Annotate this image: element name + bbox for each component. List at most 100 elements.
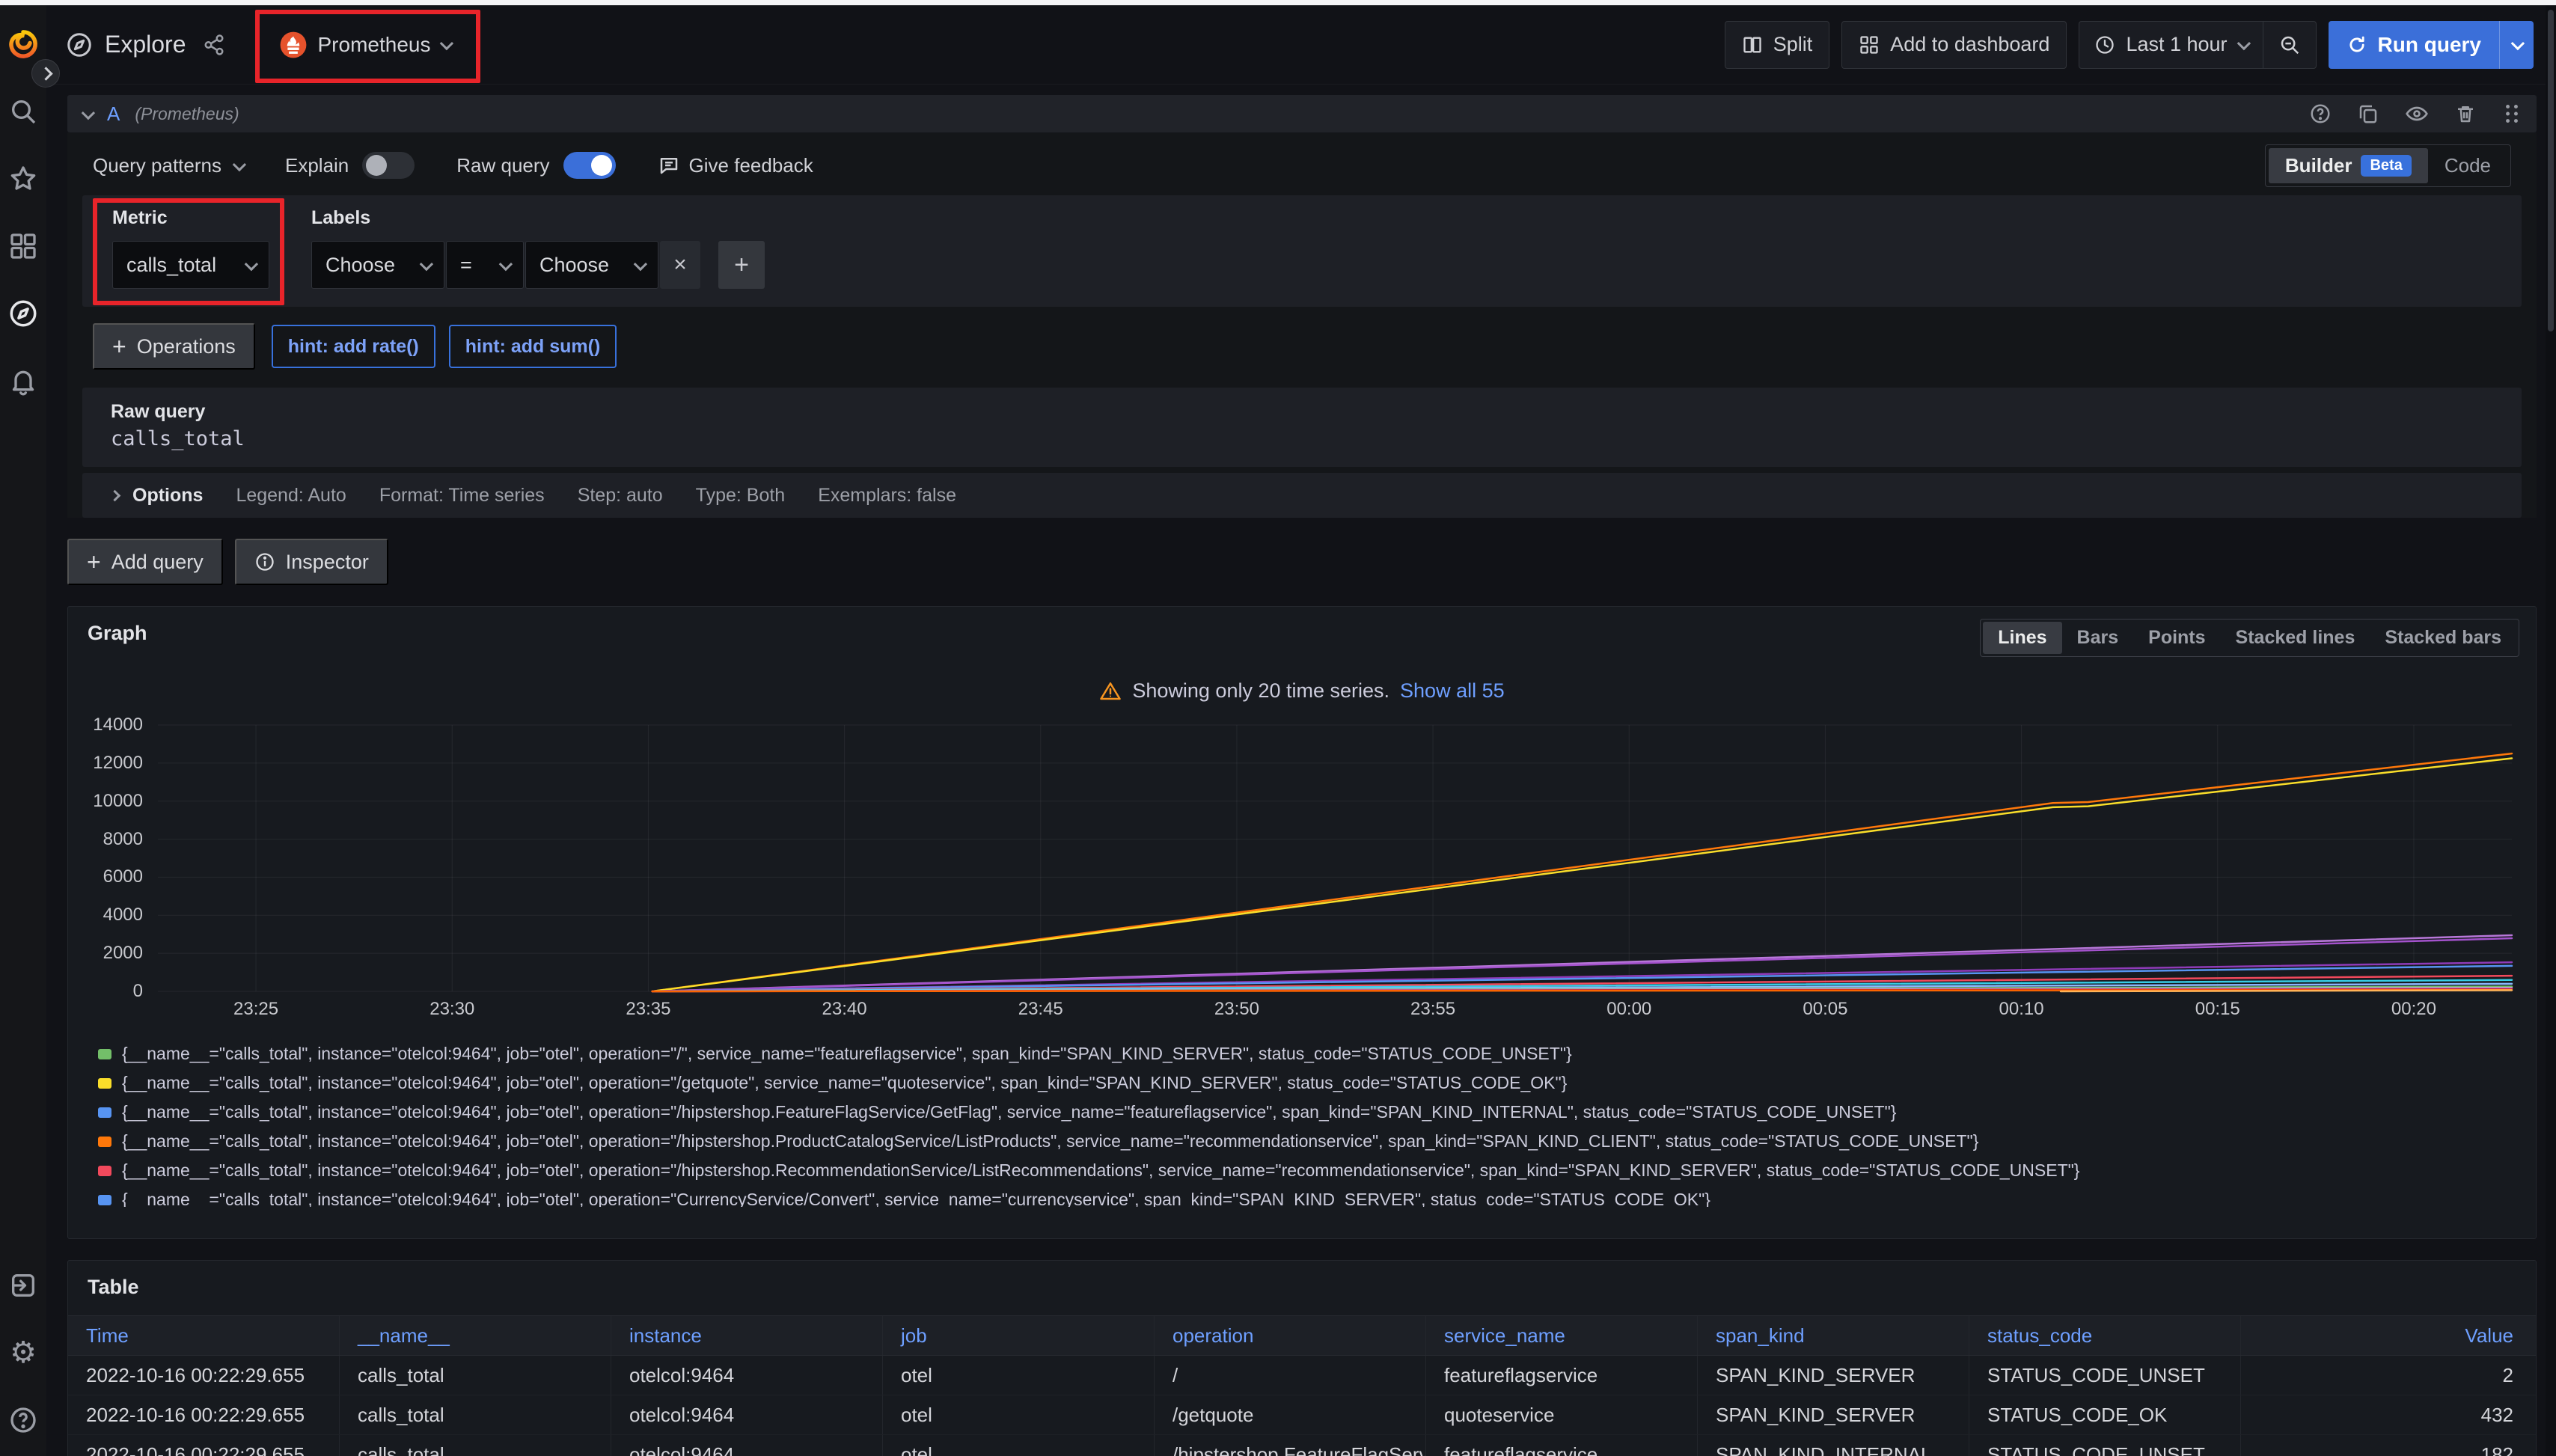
cell-job: otel xyxy=(883,1435,1155,1456)
zoom-out-icon xyxy=(2278,34,2301,56)
builder-tab[interactable]: Builder Beta xyxy=(2269,148,2428,183)
cell-operation: /getquote xyxy=(1155,1395,1426,1434)
table-column-header[interactable]: service_name xyxy=(1426,1316,1698,1355)
legend-item[interactable]: {__name__="calls_total", instance="otelc… xyxy=(98,1190,2516,1207)
settings-gear-icon[interactable]: ⚙ xyxy=(7,1336,40,1369)
add-operation-button[interactable]: + Operations xyxy=(93,323,255,370)
legend-item[interactable]: {__name__="calls_total", instance="otelc… xyxy=(98,1160,2516,1181)
table-column-header[interactable]: status_code xyxy=(1969,1316,2241,1355)
search-icon[interactable] xyxy=(7,95,40,128)
legend-label: {__name__="calls_total", instance="otelc… xyxy=(122,1160,2079,1181)
x-tick-label: 23:45 xyxy=(1018,999,1063,1020)
metric-labels-row: Metric calls_total Labels Choose xyxy=(82,195,2522,307)
disable-query-eye-icon[interactable] xyxy=(2405,102,2429,126)
explore-icon xyxy=(66,31,93,58)
scrollbar-thumb[interactable] xyxy=(2548,10,2554,331)
page-header: Explore Prometheus Split Add to dashboar… xyxy=(46,5,2556,85)
collapse-chevron-icon xyxy=(82,105,95,119)
datasource-name: Prometheus xyxy=(318,33,431,57)
inspector-button[interactable]: Inspector xyxy=(235,539,388,585)
y-tick-label: 8000 xyxy=(103,829,143,850)
page-scrollbar[interactable] xyxy=(2546,5,2556,1456)
query-row-header[interactable]: A (Prometheus) xyxy=(67,95,2537,132)
table-column-header[interactable]: span_kind xyxy=(1698,1316,1969,1355)
drag-handle-icon[interactable] xyxy=(2502,103,2522,125)
add-to-dashboard-button[interactable]: Add to dashboard xyxy=(1841,21,2067,69)
query-hint-button[interactable]: hint: add sum() xyxy=(449,325,617,368)
chevron-down-icon xyxy=(245,257,258,270)
share-icon[interactable] xyxy=(203,34,225,56)
help-icon[interactable] xyxy=(7,1404,40,1437)
legend-item[interactable]: {__name__="calls_total", instance="otelc… xyxy=(98,1073,2516,1093)
series-line-series-pale-orange xyxy=(2061,990,2512,991)
sidebar-expand-button[interactable] xyxy=(31,59,60,88)
query-patterns-button[interactable]: Query patterns xyxy=(93,154,243,177)
table-column-header[interactable]: job xyxy=(883,1316,1155,1355)
chevron-right-icon xyxy=(39,67,52,80)
metric-select[interactable]: calls_total xyxy=(112,241,269,289)
run-query-button[interactable]: Run query xyxy=(2329,21,2499,69)
cell-name: calls_total xyxy=(340,1356,611,1395)
graph-mode[interactable]: Stacked lines xyxy=(2221,622,2370,654)
legend-swatch xyxy=(98,1078,111,1089)
table-column-header[interactable]: instance xyxy=(611,1316,883,1355)
starred-icon[interactable] xyxy=(7,162,40,195)
delete-query-trash-icon[interactable] xyxy=(2454,103,2477,125)
sign-in-icon[interactable] xyxy=(7,1269,40,1302)
table-column-header[interactable]: Time xyxy=(68,1316,340,1355)
time-series-chart[interactable]: 02000400060008000100001200014000 23:2523… xyxy=(88,725,2516,1026)
show-all-series-link[interactable]: Show all 55 xyxy=(1400,679,1505,703)
table-column-header[interactable]: operation xyxy=(1155,1316,1426,1355)
y-tick-label: 2000 xyxy=(103,943,143,964)
grafana-logo[interactable] xyxy=(7,28,40,61)
label-value-select[interactable]: Choose xyxy=(525,241,658,289)
table-column-header[interactable]: __name__ xyxy=(340,1316,611,1355)
query-hint-button[interactable]: hint: add rate() xyxy=(272,325,435,368)
x-tick-label: 23:25 xyxy=(233,999,278,1020)
legend-item[interactable]: {__name__="calls_total", instance="otelc… xyxy=(98,1044,2516,1064)
cell-time: 2022-10-16 00:22:29.655 xyxy=(68,1435,340,1456)
label-operator-select[interactable]: = xyxy=(446,241,524,289)
query-help-icon[interactable] xyxy=(2309,103,2332,125)
legend-item[interactable]: {__name__="calls_total", instance="otelc… xyxy=(98,1102,2516,1122)
datasource-picker[interactable]: Prometheus xyxy=(275,23,456,67)
time-range-button[interactable]: Last 1 hour xyxy=(2079,22,2262,68)
duplicate-query-icon[interactable] xyxy=(2357,103,2379,125)
x-tick-label: 00:10 xyxy=(1999,999,2044,1020)
explain-toggle[interactable] xyxy=(362,152,415,179)
table-row[interactable]: 2022-10-16 00:22:29.655 calls_total otel… xyxy=(68,1356,2536,1395)
give-feedback-link[interactable]: Give feedback xyxy=(658,154,813,177)
graph-mode[interactable]: Lines xyxy=(1983,622,2061,654)
graph-mode[interactable]: Stacked bars xyxy=(2370,622,2516,654)
graph-mode[interactable]: Points xyxy=(2133,622,2220,654)
table-row[interactable]: 2022-10-16 00:22:29.655 calls_total otel… xyxy=(68,1435,2536,1456)
comment-icon xyxy=(658,154,680,177)
graph-mode[interactable]: Bars xyxy=(2062,622,2134,654)
y-tick-label: 14000 xyxy=(93,715,143,735)
raw-query-toggle[interactable] xyxy=(563,152,616,179)
table-column-header[interactable]: Value xyxy=(2241,1316,2536,1355)
split-button[interactable]: Split xyxy=(1725,21,1830,69)
dashboards-icon[interactable] xyxy=(7,230,40,263)
table-panel: Table Time__name__instancejoboperationse… xyxy=(67,1260,2537,1456)
run-query-dropdown[interactable] xyxy=(2499,21,2534,69)
options-row[interactable]: Options Legend: AutoFormat: Time seriesS… xyxy=(82,473,2522,518)
header-actions: Split Add to dashboard Last 1 hour xyxy=(1725,21,2534,69)
alerting-bell-icon[interactable] xyxy=(7,364,40,397)
refresh-icon xyxy=(2346,34,2367,55)
remove-label-filter-button[interactable]: × xyxy=(660,241,700,289)
add-query-button[interactable]: + Add query xyxy=(67,539,223,585)
legend-item[interactable]: {__name__="calls_total", instance="otelc… xyxy=(98,1131,2516,1151)
labels-field: Labels Choose = xyxy=(311,207,765,289)
add-label-filter-button[interactable]: + xyxy=(718,241,765,289)
explore-compass-icon[interactable] xyxy=(7,297,40,330)
x-tick-label: 00:00 xyxy=(1606,999,1651,1020)
legend-label: {__name__="calls_total", instance="otelc… xyxy=(122,1190,1710,1207)
chevron-down-icon xyxy=(634,257,647,270)
label-key-select[interactable]: Choose xyxy=(311,241,444,289)
code-tab[interactable]: Code xyxy=(2428,148,2507,183)
options-summary-item: Type: Both xyxy=(696,485,786,507)
page-title-text: Explore xyxy=(105,31,186,58)
zoom-out-time-button[interactable] xyxy=(2263,22,2316,68)
table-row[interactable]: 2022-10-16 00:22:29.655 calls_total otel… xyxy=(68,1395,2536,1435)
